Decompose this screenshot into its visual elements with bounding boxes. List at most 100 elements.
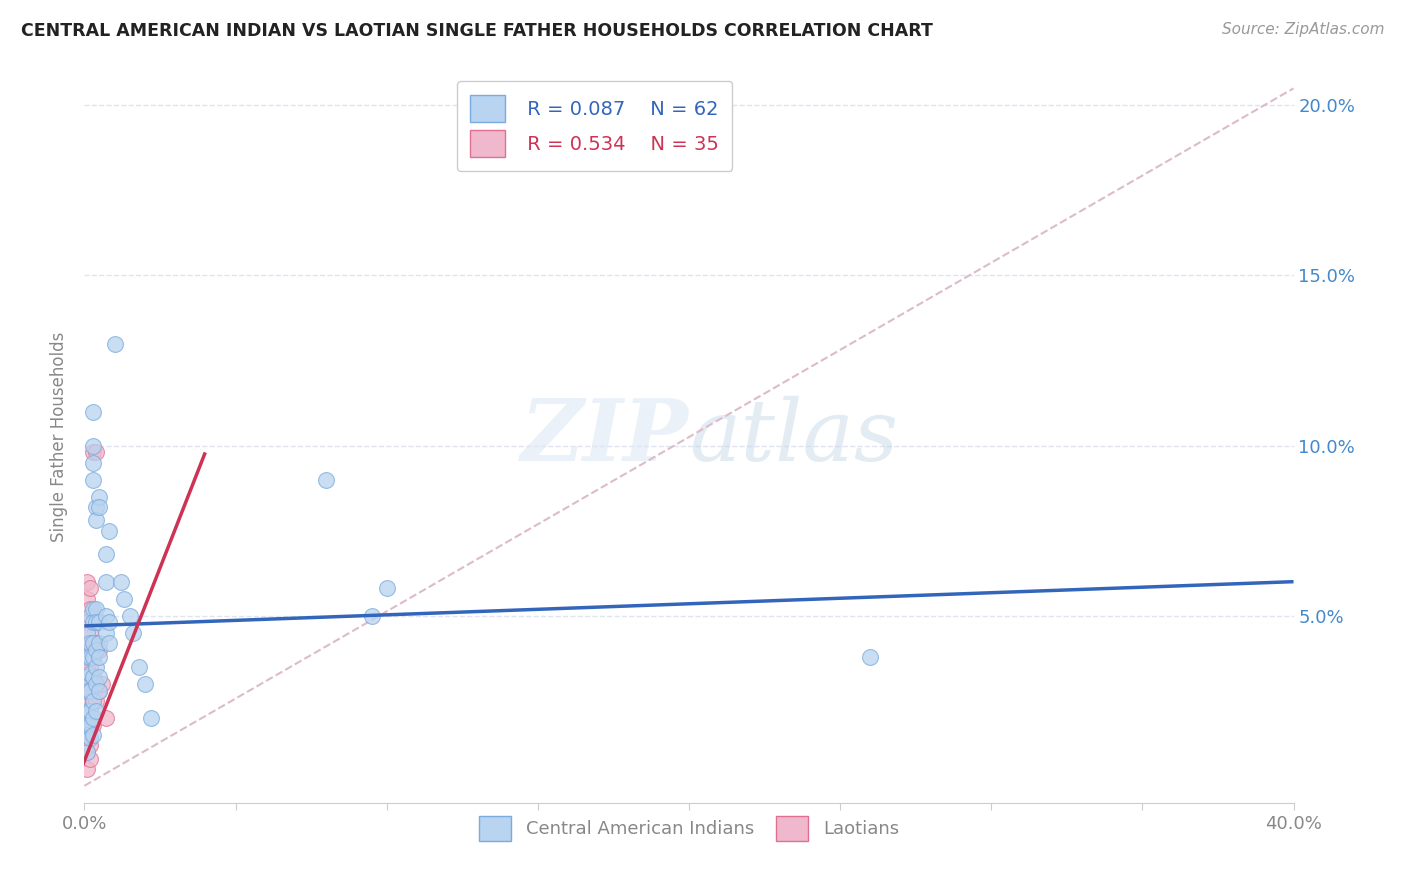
Point [82, 694, 104, 708]
Point [97, 615, 120, 630]
Point [82, 670, 104, 684]
Point [76, 717, 98, 731]
Point [134, 677, 156, 691]
Point [86, 694, 108, 708]
Point [89, 649, 111, 664]
Point [91, 677, 114, 691]
Point [360, 608, 382, 623]
Point [89, 615, 111, 630]
Point [76, 745, 98, 759]
Point [89, 642, 111, 657]
Point [79, 751, 101, 765]
Point [859, 649, 882, 664]
Point [104, 336, 127, 351]
Point [76, 636, 98, 650]
Point [82, 728, 104, 742]
Point [82, 649, 104, 664]
Point [94, 711, 117, 725]
Point [76, 649, 98, 664]
Point [89, 490, 111, 504]
Point [79, 642, 101, 657]
Point [76, 683, 98, 698]
Point [79, 717, 101, 731]
Point [112, 591, 135, 606]
Point [82, 404, 104, 418]
Text: CENTRAL AMERICAN INDIAN VS LAOTIAN SINGLE FATHER HOUSEHOLDS CORRELATION CHART: CENTRAL AMERICAN INDIAN VS LAOTIAN SINGL… [21, 22, 934, 40]
Point [82, 649, 104, 664]
Point [79, 625, 101, 640]
Point [89, 636, 111, 650]
Point [76, 574, 98, 589]
Point [82, 456, 104, 470]
Point [89, 683, 111, 698]
Point [76, 670, 98, 684]
Point [82, 717, 104, 731]
Point [76, 745, 98, 759]
Point [76, 728, 98, 742]
Point [79, 659, 101, 673]
Point [76, 649, 98, 664]
Point [82, 636, 104, 650]
Point [79, 677, 101, 691]
Text: Source: ZipAtlas.com: Source: ZipAtlas.com [1222, 22, 1385, 37]
Point [79, 582, 101, 596]
Point [315, 473, 337, 487]
Point [86, 513, 108, 527]
Legend: Central American Indians, Laotians: Central American Indians, Laotians [472, 809, 905, 848]
Point [86, 642, 108, 657]
Point [79, 717, 101, 731]
Point [94, 574, 117, 589]
Point [79, 704, 101, 718]
Point [76, 666, 98, 681]
Point [82, 473, 104, 487]
Point [375, 582, 398, 596]
Point [76, 615, 98, 630]
Point [79, 602, 101, 616]
Point [97, 636, 120, 650]
Point [86, 445, 108, 459]
Point [94, 625, 117, 640]
Point [86, 602, 108, 616]
Point [82, 711, 104, 725]
Point [76, 591, 98, 606]
Point [82, 636, 104, 650]
Point [76, 717, 98, 731]
Point [82, 615, 104, 630]
Point [86, 659, 108, 673]
Point [82, 670, 104, 684]
Point [79, 683, 101, 698]
Point [79, 649, 101, 664]
Point [79, 636, 101, 650]
Point [76, 683, 98, 698]
Point [86, 500, 108, 514]
Text: ZIP: ZIP [522, 395, 689, 479]
Point [76, 704, 98, 718]
Point [128, 659, 150, 673]
Point [97, 524, 120, 538]
Point [89, 670, 111, 684]
Point [79, 608, 101, 623]
Point [76, 625, 98, 640]
Point [86, 636, 108, 650]
Text: atlas: atlas [689, 396, 898, 478]
Point [118, 608, 141, 623]
Point [79, 666, 101, 681]
Point [82, 445, 104, 459]
Point [86, 615, 108, 630]
Point [110, 574, 132, 589]
Point [79, 731, 101, 746]
Y-axis label: Single Father Households: Single Father Households [51, 332, 69, 542]
Point [121, 625, 143, 640]
Point [82, 602, 104, 616]
Point [82, 694, 104, 708]
Point [76, 728, 98, 742]
Point [76, 704, 98, 718]
Point [82, 439, 104, 453]
Point [89, 500, 111, 514]
Point [86, 704, 108, 718]
Point [79, 694, 101, 708]
Point [94, 608, 117, 623]
Point [139, 711, 162, 725]
Point [76, 762, 98, 776]
Point [79, 738, 101, 752]
